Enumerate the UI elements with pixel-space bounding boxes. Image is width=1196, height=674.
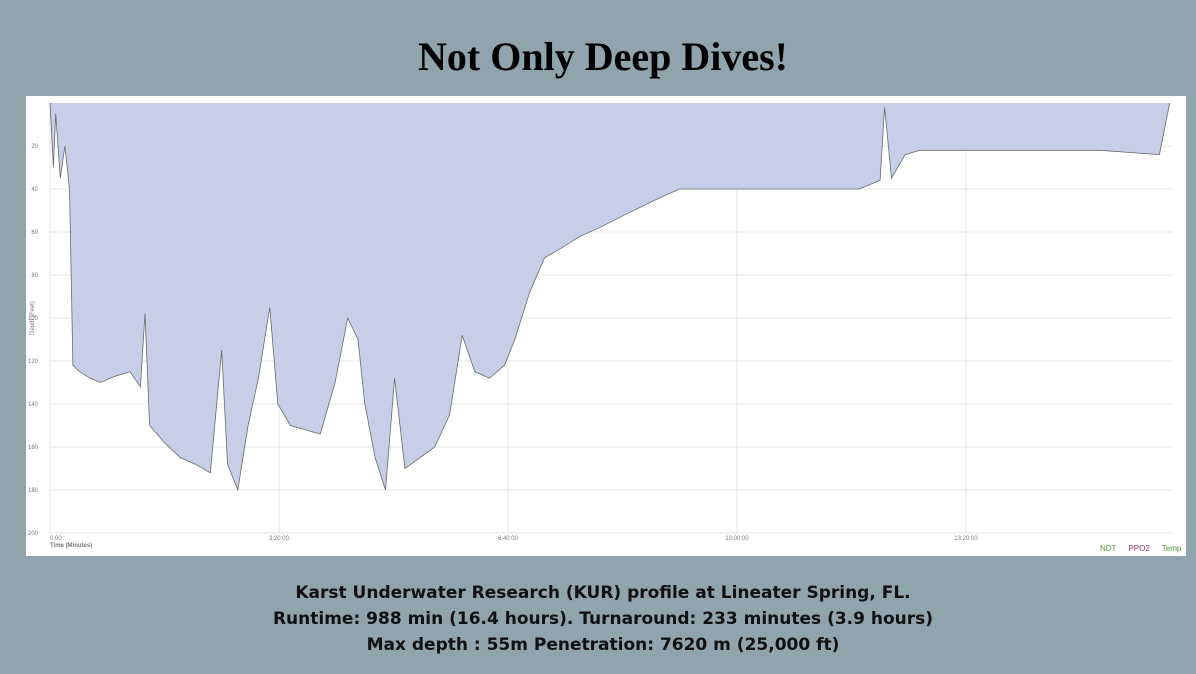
plot: 20 40 60 80 100 120 140 160 180 200 0:00 3:20:00 6:4… [28,102,1182,553]
caption-line: Runtime: 988 min (16.4 hours). Turnaroun… [273,609,933,629]
y-tick-label: 160 [28,445,39,451]
y-tick-label: 100 [28,316,39,322]
legend-entry: PPO2 [1128,544,1150,553]
y-tick-label: 60 [31,230,38,236]
y-tick-label: 200 [28,531,39,537]
y-tick-label: 80 [31,273,38,279]
legend-entry: NDT [1100,544,1117,553]
x-tick-label: 10:00:00 [725,536,749,542]
y-tick-label: 120 [28,359,39,365]
x-tick-label: 0:00 [50,536,62,542]
x-tick-label: 6:40:00 [498,536,519,542]
x-tick-label: 13:20:00 [954,536,978,542]
legend-entry: Temp [1162,544,1182,553]
x-axis-label: Time (Minutes) [50,543,92,549]
y-tick-label: 180 [28,488,39,494]
caption-line: Max depth : 55m Penetration: 7620 m (25,… [367,635,840,655]
y-tick-label: 140 [28,402,39,408]
y-tick-label: 40 [31,187,38,193]
caption-line: Karst Underwater Research (KUR) profile … [295,583,910,603]
x-tick-label: 3:20:00 [269,536,290,542]
depth-line [49,102,1171,492]
y-axis-label: Depth (Feet) [30,301,36,335]
area-fill [50,103,1170,490]
slide-title: Not Only Deep Dives! [418,34,788,79]
y-tick-label: 20 [31,144,38,150]
